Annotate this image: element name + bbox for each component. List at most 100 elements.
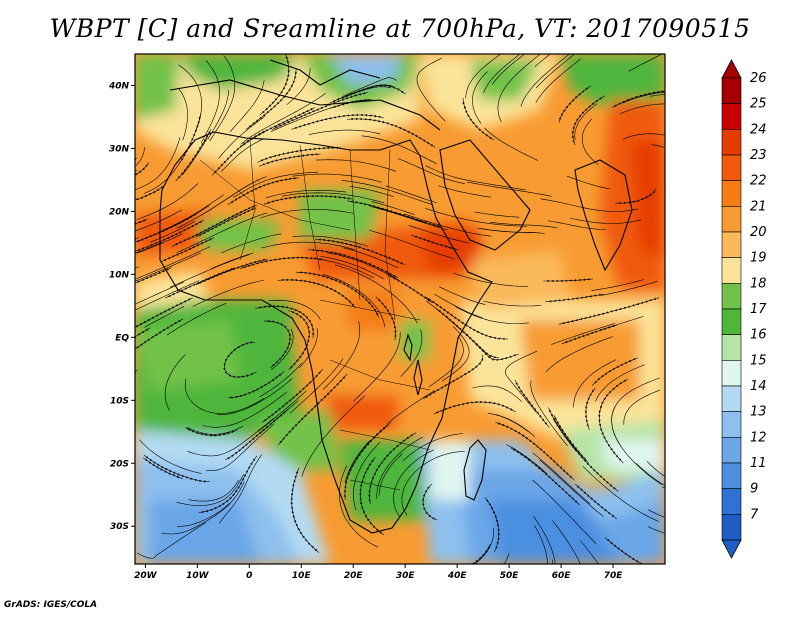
lon-tick-label: 70E xyxy=(604,571,624,581)
streamline xyxy=(142,457,183,479)
colorbar-min-triangle xyxy=(721,539,742,559)
streamline xyxy=(289,358,344,414)
streamline xyxy=(135,318,184,350)
africa-coastline xyxy=(159,131,493,534)
streamline xyxy=(135,157,137,161)
map-title: WBPT [C] and Sreamline at 700hPa, VT: 20… xyxy=(49,14,751,43)
streamline xyxy=(135,369,138,373)
streamline xyxy=(207,89,229,140)
streamline xyxy=(369,229,455,260)
colorbar-swatch xyxy=(721,411,742,438)
streamline xyxy=(400,329,423,377)
lat-tick-label: 10S xyxy=(110,396,129,406)
streamline xyxy=(566,175,611,190)
colorbar-label: 14 xyxy=(750,379,767,394)
streamline xyxy=(545,336,613,373)
colorbar-label: 24 xyxy=(750,122,767,137)
streamline xyxy=(334,264,418,324)
streamline xyxy=(411,234,459,251)
streamline xyxy=(347,200,443,228)
colorbar-label: 13 xyxy=(750,405,767,420)
streamline xyxy=(484,497,501,553)
streamline xyxy=(187,417,275,457)
streamline xyxy=(288,310,311,371)
streamline xyxy=(504,350,538,413)
colorbar-swatch xyxy=(721,360,742,387)
streamline xyxy=(281,192,385,204)
streamline xyxy=(474,211,520,218)
streamline xyxy=(483,300,542,307)
streamline xyxy=(164,354,186,412)
streamline xyxy=(452,272,529,287)
colorbar-label: 19 xyxy=(750,251,767,266)
colorbar-swatch xyxy=(721,437,742,464)
streamline xyxy=(628,54,663,72)
streamline xyxy=(401,451,465,516)
streamline xyxy=(534,525,548,564)
streamline xyxy=(552,520,581,564)
streamline xyxy=(268,299,321,321)
lon-tick-label: 40E xyxy=(447,571,468,581)
streamline xyxy=(186,426,244,435)
streamline xyxy=(292,173,382,183)
streamline xyxy=(135,147,145,168)
streamline xyxy=(580,540,599,564)
streamline xyxy=(534,54,551,67)
streamline xyxy=(255,304,315,338)
colorbar-swatch xyxy=(721,514,742,541)
streamline xyxy=(341,180,433,205)
streamline xyxy=(425,165,526,191)
streamline xyxy=(438,185,492,198)
streamline xyxy=(195,207,257,238)
streamline xyxy=(136,205,210,242)
streamline xyxy=(533,516,556,564)
streamline xyxy=(622,133,665,140)
streamline xyxy=(375,296,397,341)
streamline xyxy=(636,463,665,487)
streamline xyxy=(548,220,606,230)
colorbar-label: 12 xyxy=(750,430,767,445)
colorbar-label: 26 xyxy=(750,71,767,86)
streamline xyxy=(135,267,172,286)
streamline xyxy=(535,58,581,104)
lon-tick-label: 20W xyxy=(134,571,158,581)
streamline xyxy=(615,188,657,205)
streamline xyxy=(136,522,206,559)
streamline xyxy=(386,390,436,425)
india-coastline xyxy=(574,159,633,272)
streamline xyxy=(211,252,254,269)
colorbar-swatch xyxy=(721,334,742,361)
colorbar-label: 22 xyxy=(750,174,767,189)
streamline xyxy=(260,209,354,219)
lon-tick-label: 60E xyxy=(552,571,572,581)
streamline xyxy=(290,467,319,553)
europe-coastline xyxy=(169,79,441,131)
streamline xyxy=(476,227,540,234)
lon-tick-label: 20E xyxy=(344,571,364,581)
streamline xyxy=(651,144,665,149)
colorbar-swatch xyxy=(721,488,742,515)
colorbar-label: 25 xyxy=(750,97,767,112)
streamline xyxy=(514,379,550,428)
streamline xyxy=(497,54,541,123)
streamline xyxy=(490,222,558,229)
streamline xyxy=(349,186,394,197)
streamline xyxy=(433,400,516,415)
streamline xyxy=(558,85,591,123)
streamline xyxy=(397,158,465,185)
colorbar-swatch xyxy=(721,77,742,104)
madagascar-coastline xyxy=(463,439,487,501)
streamline xyxy=(166,303,227,336)
colorbar-swatch xyxy=(721,103,742,130)
streamlines xyxy=(135,54,665,564)
grads-credit: GrADS: IGES/COLA xyxy=(4,600,98,610)
streamline xyxy=(160,237,214,263)
colorbar-swatch xyxy=(721,257,742,284)
lon-tick-label: 50E xyxy=(500,571,520,581)
streamline xyxy=(491,54,526,85)
streamline xyxy=(503,553,510,564)
colorbar-label: 11 xyxy=(750,456,767,471)
streamline xyxy=(258,153,321,167)
streamline xyxy=(581,118,599,165)
streamline xyxy=(219,454,262,524)
